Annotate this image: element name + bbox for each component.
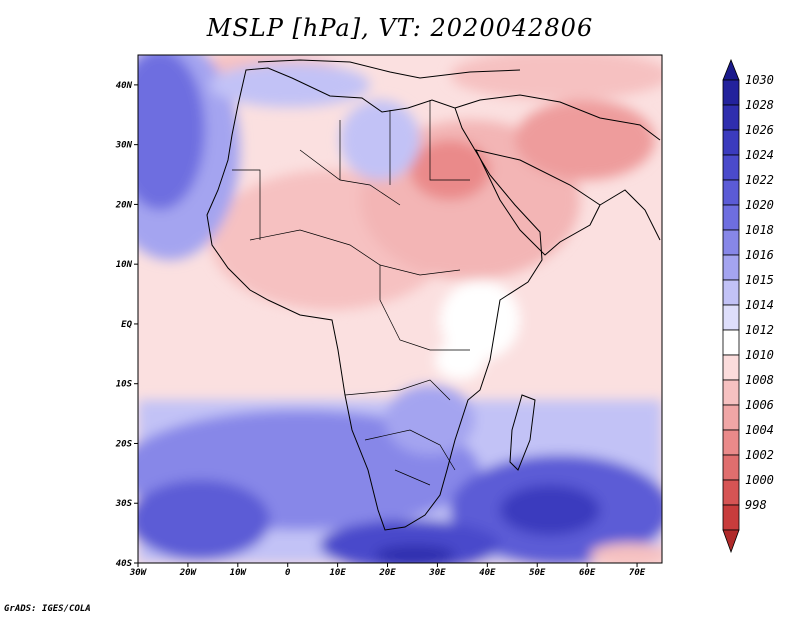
- lat-tick-label: 20S: [115, 439, 133, 449]
- lon-tick-label: 10W: [230, 568, 248, 578]
- colorbar-label: 1014: [745, 298, 774, 312]
- lon-tick-label: 60E: [579, 568, 596, 578]
- lat-tick-label: 30N: [115, 141, 133, 151]
- lon-tick-label: 70E: [629, 568, 646, 578]
- colorbar-label: 1012: [745, 323, 774, 337]
- pressure-field: [138, 55, 662, 563]
- colorbar-top-arrow: [722, 58, 740, 81]
- colorbar: 1030 1028 1026 1024 1022 1020 1018 1016 1015 1014…: [722, 58, 774, 554]
- lon-tick-label: 20E: [378, 568, 396, 578]
- colorbar-swatch: [722, 179, 740, 206]
- colorbar-label: 1018: [745, 223, 774, 237]
- colorbar-label: 1015: [745, 273, 774, 287]
- colorbar-label: 1004: [745, 423, 774, 437]
- lon-tick-label: 0: [285, 568, 291, 578]
- colorbar-swatch: [722, 129, 740, 156]
- lon-tick-label: 30E: [428, 568, 446, 578]
- colorbar-swatch: [722, 454, 740, 481]
- colorbar-label: 1022: [745, 173, 774, 187]
- lon-tick-label: 40E: [479, 568, 496, 578]
- colorbar-swatch: [722, 404, 740, 431]
- colorbar-label: 1008: [745, 373, 774, 387]
- colorbar-swatch: [722, 354, 740, 381]
- lat-tick-label: 40N: [116, 81, 133, 91]
- colorbar-swatch: [722, 329, 740, 356]
- colorbar-label: 1002: [745, 448, 774, 462]
- colorbar-label: 1006: [745, 398, 774, 412]
- colorbar-label: 1010: [745, 348, 774, 362]
- colorbar-swatch: [722, 229, 740, 256]
- map-title: MSLP [hPa], VT: 2020042806: [206, 14, 594, 42]
- lat-tick-label: 20N: [115, 200, 133, 210]
- lat-tick-label: 10S: [116, 380, 133, 390]
- colorbar-swatch: [722, 204, 740, 231]
- country-borders: [232, 100, 470, 486]
- colorbar-label: 1000: [745, 473, 774, 487]
- coastlines: [206, 59, 661, 531]
- colorbar-label: 1030: [745, 73, 774, 87]
- lat-tick-label: EQ: [121, 320, 132, 330]
- lat-tick-label: 30S: [115, 499, 133, 509]
- credit-label: GrADS: IGES/COLA: [4, 604, 91, 614]
- colorbar-swatch: [722, 104, 740, 131]
- lon-tick-label: 20W: [179, 568, 198, 578]
- colorbar-swatch: [722, 279, 740, 306]
- longitude-axis: 30W 20W 10W 0 10E 20E 30E 40E 50E 60E 70E: [129, 563, 646, 578]
- colorbar-label: 1026: [745, 123, 774, 137]
- colorbar-label: 998: [745, 498, 767, 512]
- colorbar-label: 1016: [745, 248, 774, 262]
- lon-tick-label: 30W: [129, 568, 148, 578]
- colorbar-swatch: [722, 79, 740, 106]
- plot-frame: [137, 54, 663, 564]
- colorbar-swatch: [722, 479, 740, 506]
- colorbar-swatch: [722, 154, 740, 181]
- colorbar-bottom-arrow: [722, 529, 740, 554]
- lon-tick-label: 10E: [329, 568, 346, 578]
- colorbar-label: 1028: [745, 98, 774, 112]
- latitude-axis: 40N 30N 20N 10N EQ 10S 20S 30S 40S: [115, 81, 138, 569]
- lat-tick-label: 40S: [116, 559, 133, 569]
- colorbar-label: 1024: [745, 148, 774, 162]
- colorbar-swatch: [722, 379, 740, 406]
- colorbar-swatch: [722, 429, 740, 456]
- colorbar-swatch: [722, 504, 740, 531]
- colorbar-swatch: [722, 254, 740, 281]
- lat-tick-label: 10N: [116, 260, 133, 270]
- lon-tick-label: 50E: [529, 568, 546, 578]
- colorbar-swatch: [722, 304, 740, 331]
- colorbar-label: 1020: [745, 198, 774, 212]
